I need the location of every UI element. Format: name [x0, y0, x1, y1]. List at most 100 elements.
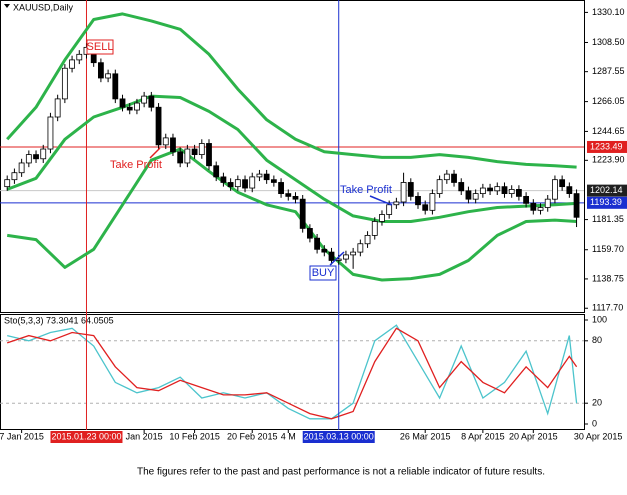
annotation-box: [86, 39, 114, 55]
candle-body: [544, 198, 551, 208]
x-tick-label: 30 Apr 2015: [574, 431, 623, 441]
y-tick-label: 1117.70: [592, 303, 623, 313]
stoch-line: [7, 324, 578, 420]
candle-body: [170, 137, 176, 153]
level-label: 1202.14: [590, 185, 623, 195]
candle-body: [97, 62, 104, 79]
candle-body: [198, 143, 205, 156]
level-tag: [587, 140, 627, 153]
annotation-arrow: [329, 251, 345, 266]
y-tick-label: 1330.10: [592, 7, 625, 17]
candle-body: [148, 95, 155, 108]
candle-body: [263, 173, 270, 181]
candle-body: [249, 176, 256, 189]
stoch-panel: [0, 314, 585, 430]
y-tick-label: 1244.65: [592, 126, 625, 136]
candle-body: [119, 98, 126, 108]
y-tick-label: 100: [592, 314, 607, 324]
candle-body: [537, 207, 544, 211]
candle-body: [523, 195, 530, 204]
candle-body: [191, 148, 198, 156]
candle-body: [400, 182, 407, 203]
candle-body: [415, 195, 421, 206]
y-tick-label: 1138.75: [592, 273, 624, 283]
candle-body: [184, 148, 191, 164]
candle-body: [429, 193, 436, 211]
candle-body: [393, 201, 400, 206]
candle-body: [357, 243, 364, 253]
candle-body: [328, 251, 335, 261]
candle-body: [105, 73, 112, 79]
candle-body: [494, 186, 501, 192]
candle-body: [487, 187, 493, 192]
annotation-arrow: [149, 147, 161, 159]
x-tick-label: Jan 2015: [126, 431, 163, 441]
candle-body: [213, 165, 220, 178]
x-tick-label: 20 Feb 2015: [227, 431, 278, 441]
y-tick-label: 1159.70: [592, 244, 624, 254]
candle-body: [472, 193, 479, 200]
candle-body: [573, 193, 580, 218]
candle-body: [278, 182, 284, 195]
candle-body: [479, 187, 486, 195]
annotation: Take Profit: [110, 159, 162, 171]
candle-body: [364, 234, 371, 245]
candle-body: [321, 248, 328, 253]
x-tick-label: 7 Jan 2015: [0, 431, 44, 441]
candle-body: [33, 154, 39, 160]
x-tick-label: 8 Apr 2015: [461, 431, 505, 441]
level-tag: [587, 196, 627, 209]
candle-body: [234, 179, 241, 188]
candle-body: [61, 67, 68, 100]
stoch-line: [6, 327, 578, 420]
candle-body: [458, 182, 465, 192]
candle-body: [508, 189, 515, 195]
level-label: 1193.39: [590, 197, 622, 207]
candle-body: [306, 228, 313, 239]
annotation: SELL: [87, 41, 114, 53]
candle-body: [270, 179, 277, 183]
candle-body: [177, 151, 184, 164]
candle-body: [299, 198, 306, 229]
y-tick-label: 1287.55: [592, 66, 625, 76]
y-tick-label: 80: [592, 335, 602, 345]
candle-body: [515, 189, 522, 197]
candle-body: [501, 186, 508, 195]
symbol-icon: [4, 4, 10, 8]
candle-body: [18, 162, 25, 174]
candle-body: [141, 95, 148, 104]
candle-body: [343, 254, 349, 260]
y-tick-label: 1308.50: [592, 37, 625, 47]
marker-label: 2015.03.13 00:00: [304, 431, 374, 441]
x-tick-label: 20 Apr 2015: [509, 431, 558, 441]
candle-body: [126, 106, 133, 111]
candle-body: [155, 106, 162, 146]
annotation-box: [309, 265, 337, 281]
marker-tag: [302, 431, 375, 443]
annotation: BUY: [312, 267, 335, 279]
level-label: 1233.49: [590, 141, 623, 151]
candle-body: [292, 195, 299, 200]
y-tick-label: 20: [592, 398, 602, 408]
candle-body: [566, 186, 573, 195]
marker-tag: [50, 431, 123, 443]
main-panel: [0, 0, 585, 313]
annotation: Take Profit: [340, 184, 392, 196]
y-tick-label: 0: [592, 418, 597, 428]
candle-body: [54, 98, 61, 118]
candle-body: [69, 59, 75, 69]
x-tick-label: 10 Feb 2015: [169, 431, 220, 441]
candle-body: [530, 202, 537, 211]
candle-body: [371, 221, 378, 236]
candle-body: [76, 53, 83, 61]
candle-body: [379, 214, 385, 222]
candle-body: [350, 251, 357, 256]
indicator-title: Sto(5,3,3) 73.3041 64.0505: [4, 315, 114, 325]
x-tick-label: 26 Mar 2015: [400, 431, 451, 441]
candle-body: [443, 173, 450, 181]
candle-body: [47, 116, 54, 150]
candle-body: [386, 204, 393, 215]
candle-body: [4, 179, 11, 188]
band-line: [6, 94, 577, 223]
